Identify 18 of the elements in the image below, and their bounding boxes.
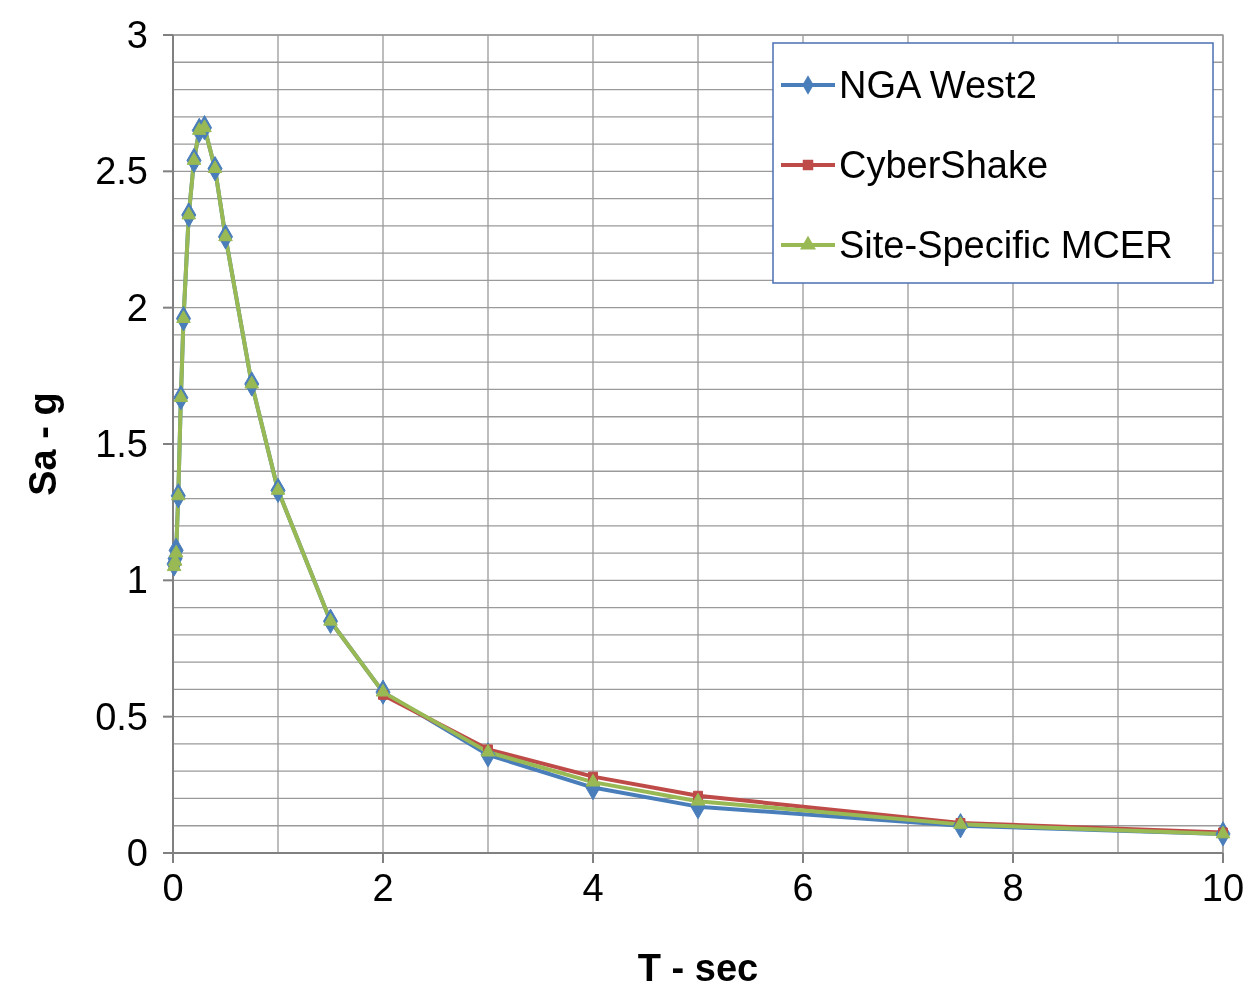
y-tick-label: 0.5 [95,695,148,738]
legend-label: NGA West2 [839,64,1037,106]
x-tick-label: 10 [1201,867,1245,909]
x-tick-label: 2 [372,867,394,909]
y-tick-label: 3 [126,14,148,56]
x-axis-title: T - sec [637,947,759,989]
x-tick-label: 8 [1002,867,1024,909]
legend-label: CyberShake [839,144,1049,186]
x-tick-label: 0 [162,867,184,909]
y-tick-label: 1.5 [95,423,148,465]
x-tick-label: 6 [792,867,814,909]
y-axis-title: Sa - g [22,392,64,496]
y-tick-label: 2 [126,286,148,329]
y-tick-label: 2.5 [95,150,148,193]
y-tick-label: 1 [126,559,148,602]
legend-label: Site-Specific MCER [839,224,1173,266]
y-tick-label: 0 [126,832,148,874]
x-tick-label: 4 [582,867,604,909]
